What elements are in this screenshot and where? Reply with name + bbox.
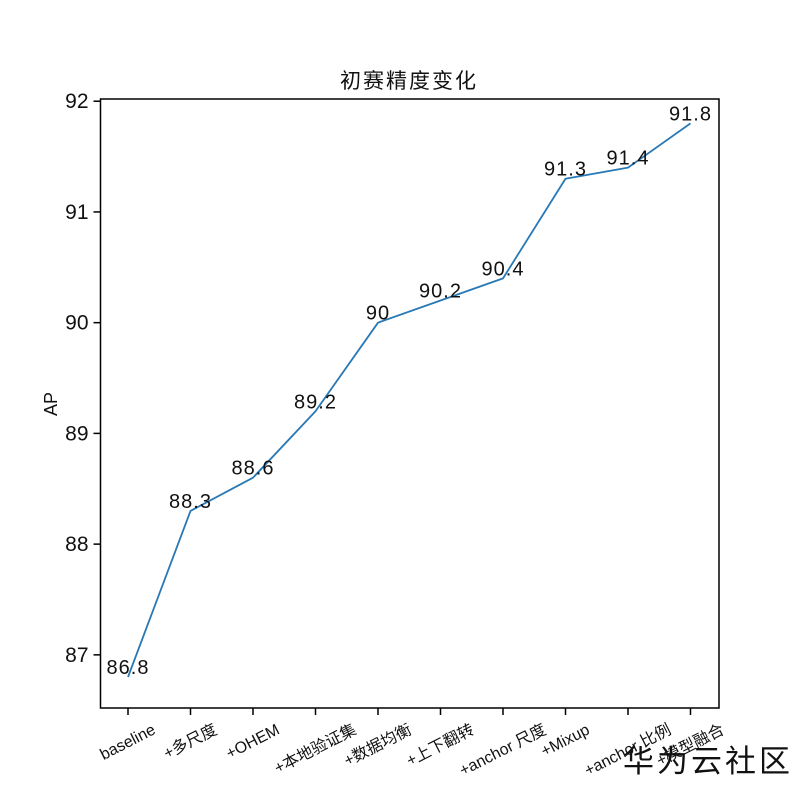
y-tick-label: 90: [65, 312, 88, 335]
point-label: 90.4: [482, 258, 525, 280]
x-tick-label: +OHEM: [224, 722, 283, 763]
x-tick-label: +Mixup: [538, 722, 592, 761]
chart-title: 初赛精度变化: [340, 70, 478, 93]
y-tick-label: 88: [65, 533, 88, 556]
y-axis-label: AP: [41, 392, 61, 416]
point-label: 88.3: [169, 491, 212, 513]
watermark: 华为云社区: [623, 744, 793, 779]
plot-border: [99, 98, 720, 709]
x-tick-label: baseline: [98, 722, 159, 764]
point-label: 91.8: [669, 103, 712, 125]
x-tick-label: +本地验证集: [271, 721, 359, 778]
y-tick-label: 92: [65, 90, 88, 113]
y-tick-label: 91: [65, 201, 88, 224]
x-tick-label: +多尺度: [161, 721, 220, 763]
point-label: 91.3: [544, 159, 587, 181]
point-label: 91.4: [607, 148, 650, 170]
point-label: 89.2: [294, 391, 337, 413]
point-label: 88.6: [232, 458, 275, 480]
point-label: 86.8: [107, 657, 150, 679]
y-tick-label: 87: [65, 644, 88, 667]
point-label: 90: [366, 303, 390, 325]
y-tick-label: 89: [65, 422, 88, 445]
data-line: [127, 122, 692, 678]
point-label: 90.2: [419, 281, 462, 303]
